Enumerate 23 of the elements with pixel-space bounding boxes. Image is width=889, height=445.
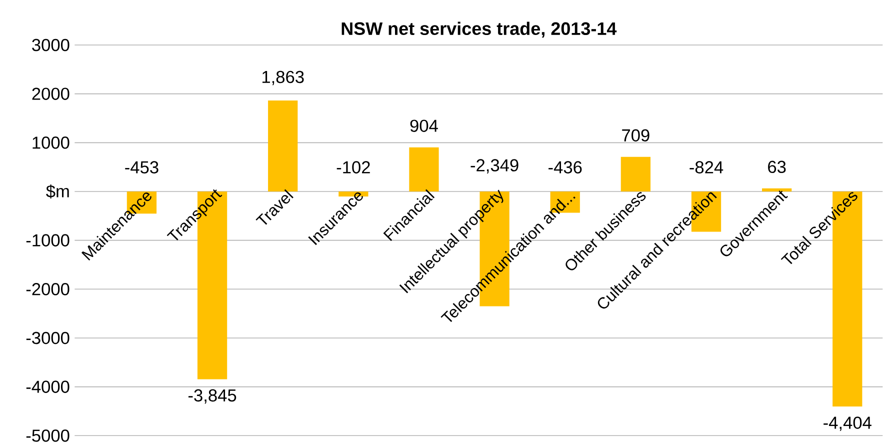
data-label: -3,845 [188,389,236,404]
y-tick-label: -5000 [26,430,70,442]
data-label: -102 [336,161,370,174]
y-tick-label: 3000 [32,38,70,52]
data-label: -453 [125,161,158,174]
data-label: -436 [548,161,582,174]
chart-title: NSW net services trade, 2013-14 [342,22,617,38]
y-tick-label: -3000 [26,332,70,344]
y-tick-label: 1000 [32,136,70,149]
data-label: 904 [410,120,438,132]
data-label: -2,349 [470,159,518,174]
data-label: 63 [768,160,786,174]
y-tick-label: -1000 [26,234,70,246]
bar [762,188,792,192]
data-label: -824 [690,161,724,174]
bar [620,156,650,192]
y-tick-label: 2000 [32,88,70,100]
y-tick-label: $m [46,184,69,198]
data-label: 709 [622,129,650,142]
y-tick-label: -4000 [26,380,70,393]
data-label: 1,863 [262,70,304,86]
y-tick-label: -2000 [26,283,70,296]
data-label: -4,404 [824,416,872,431]
